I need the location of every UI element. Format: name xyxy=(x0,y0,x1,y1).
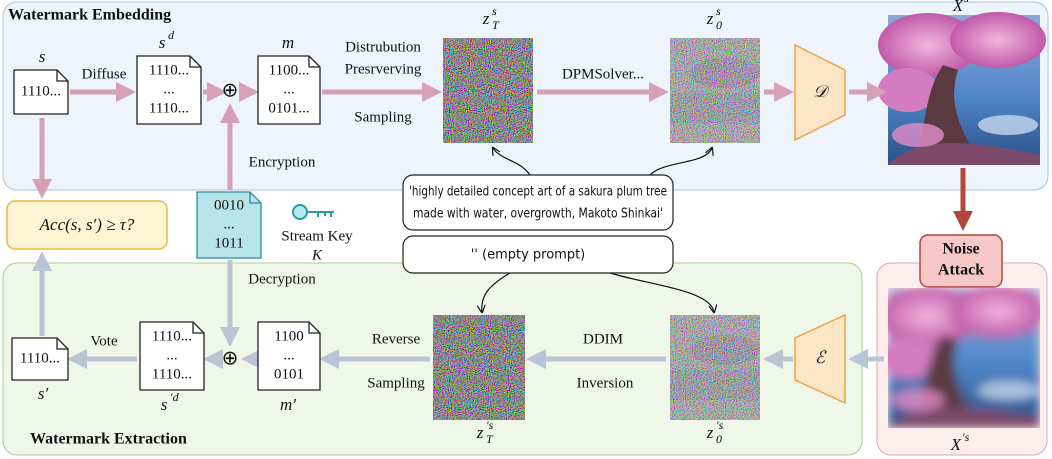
document-line: 1100 xyxy=(274,328,303,344)
document-line: 1110... xyxy=(20,350,60,366)
document-line: 1011 xyxy=(214,235,243,251)
key-symbol: K xyxy=(311,247,323,263)
prompt-text: 'highly detailed concept art of a sakura… xyxy=(409,185,667,200)
document-line: 1110... xyxy=(21,83,61,99)
noise-image xyxy=(670,315,760,420)
math-label: s xyxy=(159,33,166,52)
math-sup: s xyxy=(492,4,497,18)
document-line: 0101 xyxy=(274,366,304,382)
step-label: DPMSolver... xyxy=(562,66,644,82)
attack-label: Noise xyxy=(942,241,979,258)
math-label: X xyxy=(952,0,964,15)
document-line: 0101... xyxy=(268,100,309,116)
encoder-label: ℰ xyxy=(815,348,827,367)
page: {"embedding":{"title":"Watermark Embeddi… xyxy=(0,0,1052,459)
math-label: z xyxy=(706,9,714,28)
math-sub: 0 xyxy=(716,18,722,32)
document-line: 1110... xyxy=(152,328,192,344)
math-sup: s xyxy=(964,0,969,5)
step-label: Inversion xyxy=(577,375,634,391)
math-sup: ′s xyxy=(716,418,724,432)
document-line: 0010 xyxy=(214,197,244,213)
math-label: X xyxy=(950,435,962,454)
step-label: Diffuse xyxy=(82,66,127,82)
noise-image xyxy=(670,38,760,143)
noise-image xyxy=(433,315,525,420)
diagram: Watermark Embedding Watermark Extraction… xyxy=(0,0,1052,459)
prompt-text: made with water, overgrowth, Makoto Shin… xyxy=(413,207,663,222)
noise-image xyxy=(443,38,533,143)
document-line: 1110... xyxy=(152,366,192,382)
math-sup: ′s xyxy=(962,430,970,444)
prompt-box xyxy=(403,175,673,230)
prompt-text: '' (empty prompt) xyxy=(471,248,586,263)
step-label: Sampling xyxy=(367,375,425,391)
step-label: Decryption xyxy=(248,271,316,287)
document-line: 1100... xyxy=(269,62,310,78)
panel-title: Watermark Embedding xyxy=(8,7,171,24)
math-label: m′ xyxy=(280,395,296,414)
document-line: ... xyxy=(163,81,174,97)
math-label: s xyxy=(39,47,46,66)
check-label: Acc(s, s′) ≥ τ? xyxy=(39,215,135,234)
math-sub: 0 xyxy=(716,432,722,446)
step-label: Presrverving xyxy=(345,61,422,77)
key-icon xyxy=(293,205,334,219)
math-label: s′ xyxy=(38,384,49,403)
document-line: 1110... xyxy=(149,62,189,78)
math-label: z xyxy=(706,423,714,442)
attacked-image xyxy=(878,285,1046,428)
document-line: ... xyxy=(166,347,177,363)
step-label: Sampling xyxy=(354,109,412,125)
math-sup: ′d xyxy=(170,390,180,404)
attack-label: Attack xyxy=(938,262,984,279)
math-label: z xyxy=(476,423,484,442)
math-sup: ′s xyxy=(486,418,494,432)
key-name: Stream Key xyxy=(281,228,353,244)
math-sup: d xyxy=(168,28,175,42)
step-label: Encryption xyxy=(249,154,316,170)
step-label: DDIM xyxy=(583,331,623,347)
generated-image xyxy=(878,12,1046,165)
step-label: Vote xyxy=(90,333,118,349)
step-label: Distrubution xyxy=(345,39,421,55)
xor: ⊕ xyxy=(222,80,239,102)
document-line: ... xyxy=(223,216,234,232)
math-sup: s xyxy=(716,4,721,18)
document-line: 1110... xyxy=(149,100,189,116)
document-line: ... xyxy=(283,347,294,363)
panel-title: Watermark Extraction xyxy=(30,431,187,448)
math-label: z xyxy=(482,9,490,28)
document-line: ... xyxy=(283,81,294,97)
math-label: s xyxy=(161,395,168,414)
step-label: Reverse xyxy=(372,331,421,347)
xor: ⊕ xyxy=(222,348,239,370)
math-label: m xyxy=(282,33,294,52)
